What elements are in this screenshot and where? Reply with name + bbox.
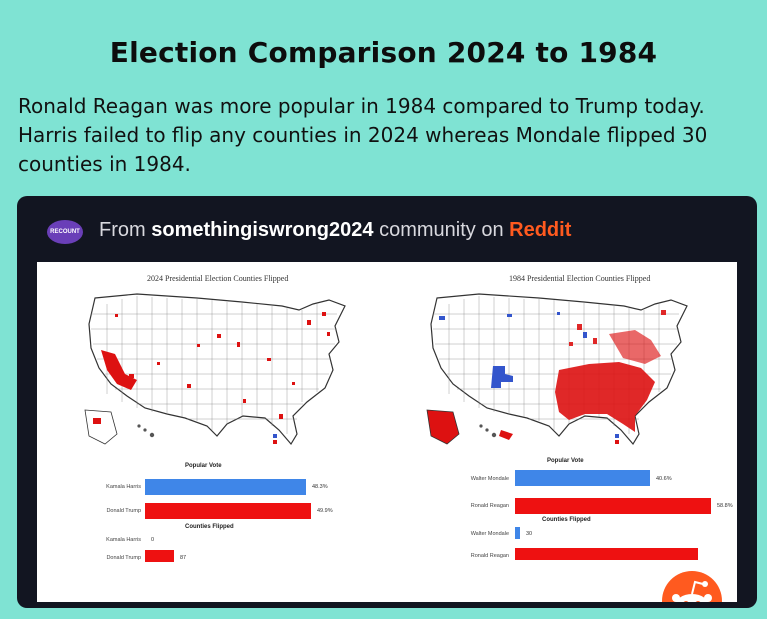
chart0-bar-0: [145, 479, 306, 495]
chart2-bar-1: [515, 498, 711, 514]
chart1-title: Counties Flipped: [185, 524, 234, 530]
banner-community: somethingiswrong2024: [151, 219, 374, 241]
chart3-label-0: Walter Mondale: [470, 531, 509, 537]
alaska-1984: [426, 409, 460, 445]
chart2-value-1: 58.8%: [717, 503, 733, 509]
banner-text: From somethingiswrong2024 community on R…: [99, 219, 571, 242]
hawaii-2024: [137, 424, 155, 438]
map-1984-title: 1984 Presidential Election Counties Flip…: [509, 274, 651, 283]
banner-middle: community on: [379, 219, 504, 241]
chart1-label-1: Donald Trump: [106, 555, 141, 561]
chart1-label-0: Kamala Harris: [106, 537, 141, 543]
map-2024: [84, 293, 346, 446]
flipped-counties-2024: [101, 312, 330, 419]
intro-text: Ronald Reagan was more popular in 1984 c…: [18, 94, 708, 176]
banner-prefix: From: [99, 219, 146, 241]
reddit-snoo-icon: [662, 571, 722, 602]
alaska-2024: [84, 409, 118, 445]
chart2-title: Popular Vote: [547, 458, 584, 464]
hawaii-1984: [479, 424, 497, 438]
chart2-label-1: Ronald Reagan: [470, 503, 509, 509]
chart3-bar-0: [515, 527, 520, 539]
comparison-panel: 2024 Presidential Election Counties Flip…: [37, 262, 737, 602]
source-banner: RECOUNT From somethingiswrong2024 commun…: [17, 196, 757, 262]
recount-logo: RECOUNT: [47, 220, 83, 244]
county-grid-2024: [91, 296, 337, 434]
chart3-title: Counties Flipped: [542, 517, 591, 523]
chart0-value-0: 48.3%: [312, 484, 328, 490]
chart2-label-0: Walter Mondale: [470, 476, 509, 482]
chart2-bar-0: [515, 470, 650, 486]
chart0-title: Popular Vote: [185, 463, 222, 469]
chart3-value-0: 30: [526, 531, 533, 537]
chart1-value-0: 0: [151, 537, 155, 543]
flipped-counties-1984-blue: [439, 312, 587, 388]
chart1-bar-1: [145, 550, 174, 562]
banner-site: Reddit: [509, 219, 572, 241]
chart0-label-0: Kamala Harris: [106, 484, 141, 490]
page-title: Election Comparison 2024 to 1984: [109, 36, 658, 69]
us-outline-2024: [88, 293, 346, 446]
map-1984: [426, 293, 688, 446]
reddit-post-image: RECOUNT From somethingiswrong2024 commun…: [17, 196, 757, 608]
map-2024-title: 2024 Presidential Election Counties Flip…: [147, 274, 289, 283]
chart0-label-1: Donald Trump: [106, 508, 141, 514]
chart0-bar-1: [145, 503, 311, 519]
chart1-value-1: 87: [180, 555, 187, 561]
us-outline-1984: [430, 293, 688, 446]
flipped-counties-1984-red: [555, 310, 666, 432]
chart2-value-0: 40.6%: [656, 476, 672, 482]
chart3-bar-1: [515, 548, 698, 560]
chart3-label-1: Ronald Reagan: [470, 553, 509, 559]
chart0-value-1: 49.9%: [317, 508, 333, 514]
